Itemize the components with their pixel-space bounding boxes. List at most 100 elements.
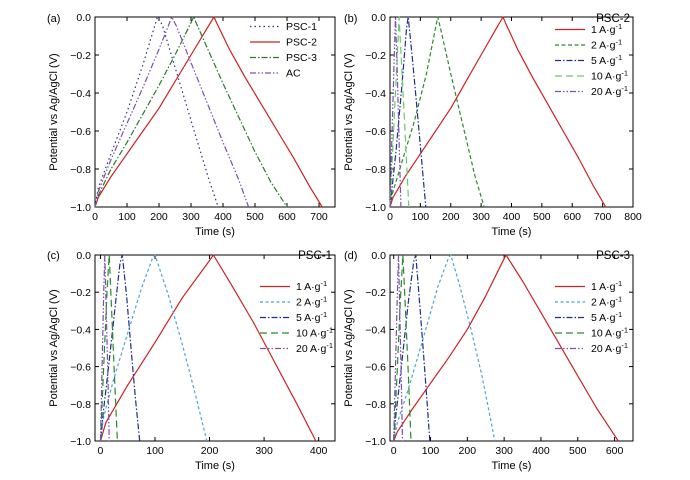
legend-label: PSC-2 [286,37,317,49]
y-tick-label: −0.4 [70,88,91,100]
legend-label: 1 A·g-1 [591,279,622,293]
y-tick-label: −0.6 [70,126,91,138]
panel-label: (a) [47,13,60,25]
x-tick-label: 600 [606,445,624,457]
series-line-1 [99,254,317,442]
panel-title: PSC-2 [596,13,630,25]
legend-label-superscript: -1 [616,53,623,62]
y-tick-label: −0.4 [70,324,91,336]
x-tick-label: 100 [412,211,430,223]
x-tick-label: 800 [624,211,642,223]
legend-label-superscript: -1 [616,22,623,31]
y-tick-label: −0.6 [365,362,386,374]
series-line-4 [389,16,410,208]
panel-label: (d) [344,250,357,262]
legend-label: 10 A·g-1 [591,326,628,340]
x-axis-title: Time (s) [492,460,532,472]
panel-title: PSC-3 [596,250,630,262]
legend-label-superscript: -1 [616,310,623,319]
y-tick-label: 0.0 [76,250,91,262]
y-tick-label: 0.0 [371,12,386,24]
y-tick-label: −0.4 [365,324,386,336]
series-line-2 [99,254,208,442]
x-tick-label: 300 [182,211,200,223]
series-line-5 [389,16,402,208]
series-line-5 [99,254,110,442]
panel-title: PSC-1 [298,250,332,262]
x-tick-label: 0 [98,445,104,457]
x-tick-label: 200 [442,211,460,223]
series-line-3 [393,254,431,442]
x-tick-label: 200 [201,445,219,457]
y-tick-label: −1.0 [365,436,386,448]
legend-label: PSC-3 [286,52,317,64]
series-line-5 [393,254,404,442]
x-tick-label: 500 [246,211,264,223]
x-axis-title: Time (s) [195,460,235,472]
y-tick-label: −1.0 [70,436,91,448]
x-tick-label: 100 [422,445,440,457]
y-tick-label: −0.2 [70,287,91,299]
x-tick-label: 600 [278,211,296,223]
x-tick-label: 400 [503,211,521,223]
y-tick-label: −0.4 [365,88,386,100]
x-axis-title: Time (s) [492,226,532,238]
series-line-2 [389,16,485,208]
legend-label-superscript: -1 [321,279,328,288]
legend-label-superscript: -1 [616,295,623,304]
x-tick-label: 300 [495,445,513,457]
legend-label-superscript: -1 [616,38,623,47]
legend-label: AC [286,68,301,80]
y-tick-label: 0.0 [371,250,386,262]
plot-frame [94,16,336,208]
y-axis-title: Potential vs Ag/AgCl (V) [343,53,355,170]
legend-label: 1 A·g-1 [296,279,327,293]
series-line-4 [99,254,118,442]
legend-label-superscript: -1 [321,310,328,319]
y-axis-title: Potential vs Ag/AgCl (V) [48,289,60,406]
y-tick-label: −0.2 [365,287,386,299]
y-tick-label: −1.0 [70,202,91,214]
legend-label: 5 A·g-1 [591,310,622,324]
legend-label: 10 A·g-1 [296,326,333,340]
x-tick-label: 400 [214,211,232,223]
x-tick-label: 400 [532,445,550,457]
y-tick-label: −0.8 [365,164,386,176]
legend-label: PSC-1 [286,21,317,33]
panel-label: (c) [47,250,60,262]
series-line-1 [389,16,607,208]
plot-frame [94,254,336,442]
series-line-1 [393,254,619,442]
x-tick-label: 700 [594,211,612,223]
y-tick-label: −0.2 [365,50,386,62]
legend-label-superscript: -1 [621,341,628,350]
legend-label: 5 A·g-1 [591,53,622,67]
legend-label: 1 A·g-1 [591,22,622,36]
legend-label-superscript: -1 [621,326,628,335]
legend-label: 10 A·g-1 [591,69,628,83]
legend-label-superscript: -1 [621,69,628,78]
x-tick-label: 100 [118,211,136,223]
x-tick-label: 300 [255,445,273,457]
legend-label: 5 A·g-1 [296,310,327,324]
y-tick-label: −0.6 [70,362,91,374]
y-axis-title: Potential vs Ag/AgCl (V) [343,289,355,406]
chart-panel-3: 0 100 200 300 400 0.0 −0.2 −0.4 −0.6 −0.8 −1.0 Time… [47,250,336,472]
series-line-2 [393,254,496,442]
legend-label: 2 A·g-1 [591,38,622,52]
x-tick-label: 500 [569,445,587,457]
y-tick-label: −1.0 [365,202,386,214]
chart-panel-1: 0 100 200 300 400 500 600 700 0.0 −0.2 −0.4 −0.6 −0.… [47,12,336,238]
x-tick-label: 0 [92,211,98,223]
x-tick-label: 600 [563,211,581,223]
x-tick-label: 300 [472,211,490,223]
x-axis-title: Time (s) [195,226,235,238]
legend-label: 20 A·g-1 [296,341,333,355]
y-tick-label: −0.8 [365,399,386,411]
series-line-3 [94,16,288,208]
panel-label: (b) [344,13,357,25]
y-tick-label: −0.8 [70,399,91,411]
series-line-2 [94,16,323,208]
series-line-3 [389,16,427,208]
